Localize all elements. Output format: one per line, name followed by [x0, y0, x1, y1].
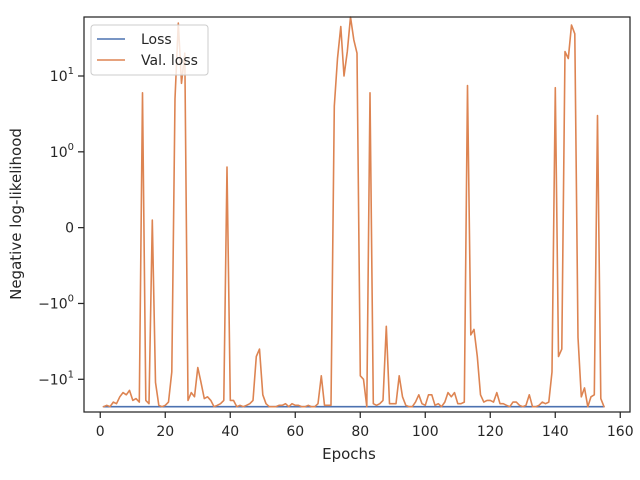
- x-tick-label: 0: [96, 424, 105, 440]
- x-axis-ticks: 0 20 40 60 80 100 120 140 160: [96, 412, 634, 440]
- x-axis-label: Epochs: [322, 445, 376, 463]
- y-tick-label: 101: [50, 66, 74, 85]
- x-tick-label: 80: [351, 424, 369, 440]
- x-tick-label: 120: [477, 424, 504, 440]
- x-tick-label: 20: [156, 424, 174, 440]
- y-tick-label: 100: [50, 142, 74, 161]
- plot-frame: [83, 16, 631, 413]
- series-layer: [102, 16, 605, 408]
- x-tick-label: 140: [542, 424, 569, 440]
- y-tick-label: −101: [38, 369, 74, 388]
- legend-label-val-loss: Val. loss: [141, 53, 198, 69]
- legend: Loss Val. loss: [90, 24, 209, 76]
- y-tick-label: 0: [65, 221, 74, 237]
- y-tick-label: −100: [38, 293, 74, 312]
- legend-box: [90, 24, 209, 76]
- x-tick-label: 40: [221, 424, 239, 440]
- y-axis-label: Negative log-likelihood: [7, 128, 25, 300]
- y-axis-ticks: 101 100 0 −100 −101: [38, 66, 84, 388]
- legend-label-loss: Loss: [141, 32, 172, 48]
- plot-area: [83, 16, 631, 413]
- series-line-val-loss: [102, 16, 605, 408]
- x-tick-label: 160: [607, 424, 634, 440]
- x-tick-label: 60: [286, 424, 304, 440]
- x-tick-label: 100: [412, 424, 439, 440]
